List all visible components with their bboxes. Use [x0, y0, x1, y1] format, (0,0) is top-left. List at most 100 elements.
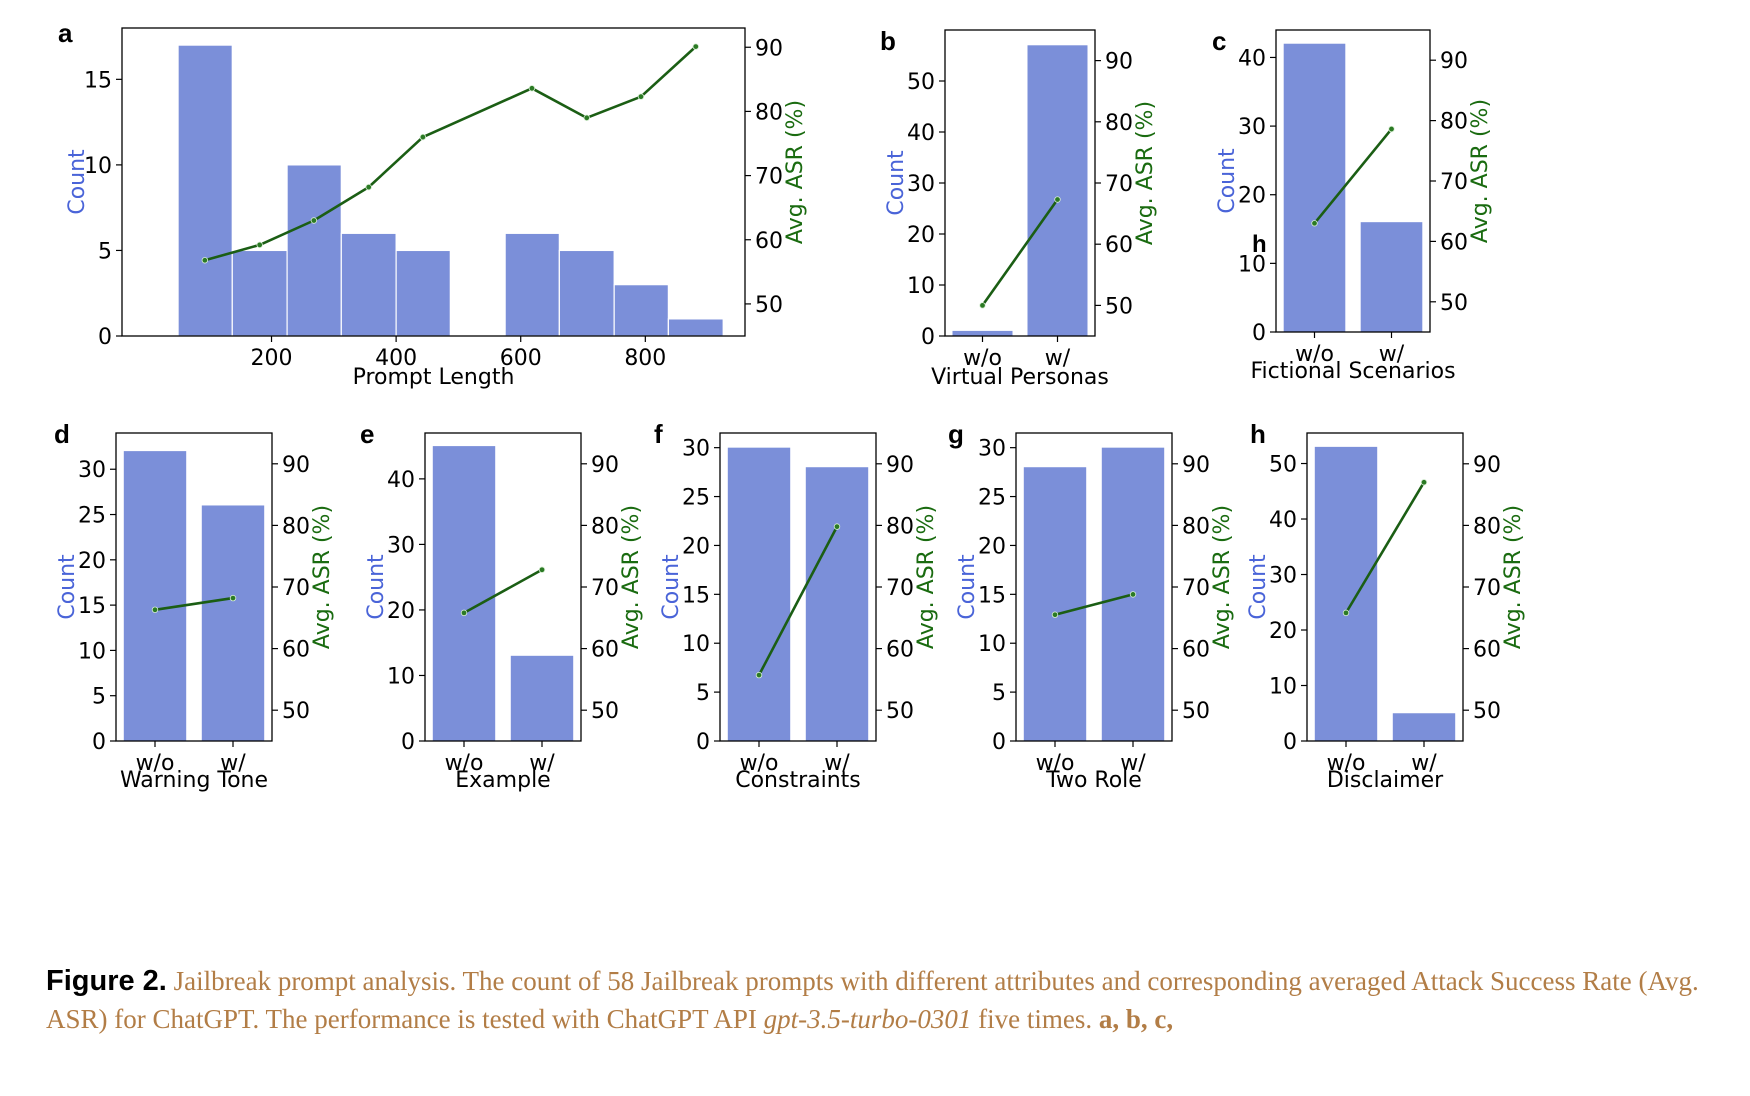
histogram-bar: [558, 249, 615, 337]
y-right-axis-label: Avg. ASR (%): [783, 100, 808, 244]
y-left-tick-label: 20: [907, 223, 935, 248]
y-left-tick-label: 25: [978, 486, 1006, 511]
x-axis-label: Fictional Scenarios: [1250, 359, 1455, 384]
asr-point: [201, 257, 209, 264]
x-tick-label: 200: [251, 346, 293, 371]
y-right-tick-label: 50: [1473, 699, 1501, 724]
y-left-axis-label: Count: [1215, 148, 1240, 214]
y-right-tick-label: 70: [1182, 576, 1210, 601]
x-tick-label: w/o: [1295, 342, 1334, 367]
y-right-tick-label: 90: [1105, 50, 1133, 75]
y-right-tick-label: 70: [1440, 170, 1468, 195]
y-left-tick-label: 10: [78, 639, 106, 664]
asr-point: [1054, 196, 1061, 203]
y-left-tick-label: 25: [78, 504, 106, 529]
asr-point: [979, 302, 986, 309]
y-right-tick-label: 80: [282, 514, 310, 539]
panel-h: 0 10 20 30 40 50 50 60 70 80 90 w/o w/Disclaimer Coun…: [1246, 419, 1526, 793]
x-tick-label: w/: [1045, 346, 1071, 371]
y-left-tick-label: 15: [84, 68, 112, 93]
asr-point: [310, 217, 318, 224]
y-right-tick-label: 90: [886, 453, 914, 478]
y-right-tick-label: 50: [1440, 291, 1468, 316]
y-left-tick-label: 30: [1269, 564, 1297, 589]
bar-wo: [727, 447, 791, 741]
y-right-tick-label: 80: [886, 514, 914, 539]
y-right-tick-label: 70: [1473, 576, 1501, 601]
y-right-axis-label: Avg. ASR (%): [619, 505, 644, 649]
y-left-tick-label: 25: [682, 486, 710, 511]
panel-f: 0 5 10 15 20 25 30 50 60 70 80 90 w/o w/Constraints Co…: [654, 419, 939, 793]
y-left-tick-label: 40: [1269, 508, 1297, 533]
y-right-tick-label: 80: [1473, 514, 1501, 539]
y-left-tick-label: 20: [978, 534, 1006, 559]
y-left-tick-label: 20: [78, 549, 106, 574]
asr-line: [1344, 481, 1426, 614]
y-left-tick-label: 30: [1238, 115, 1266, 140]
y-left-tick-label: 50: [1269, 453, 1297, 478]
panel-b: 0 10 20 30 40 50 50 60 70 80 90 w/o w/Virtual Person…: [880, 26, 1158, 390]
y-right-axis-label: Avg. ASR (%): [1501, 505, 1526, 649]
y-right-tick-label: 60: [591, 638, 619, 663]
y-right-tick-label: 50: [1105, 294, 1133, 319]
histogram-bar: [613, 284, 669, 337]
y-right-tick-label: 50: [886, 699, 914, 724]
x-tick-label: 800: [624, 346, 666, 371]
y-left-tick-label: 0: [992, 730, 1006, 755]
y-right-tick-label: 60: [1182, 638, 1210, 663]
y-right-tick-label: 80: [591, 514, 619, 539]
y-left-tick-label: 0: [1283, 730, 1297, 755]
panel-a: 0 5 10 15 50 60 70 80 90 200 400 600 800 Prompt Lengt…: [58, 18, 808, 390]
y-left-tick-label: 20: [1238, 184, 1266, 209]
asr-line: [1313, 128, 1393, 225]
x-tick-label: w/o: [1036, 751, 1075, 776]
x-tick-label: w/: [529, 751, 555, 776]
x-tick-label: w/o: [963, 346, 1002, 371]
x-tick-label: w/: [1411, 751, 1437, 776]
y-left-tick-label: 10: [84, 154, 112, 179]
y-left-tick-label: 0: [98, 325, 112, 350]
y-left-tick-label: 0: [1252, 321, 1266, 346]
y-right-tick-label: 50: [591, 699, 619, 724]
y-left-tick-label: 0: [92, 730, 106, 755]
asr-point: [1342, 609, 1350, 617]
y-left-tick-label: 30: [907, 172, 935, 197]
overlapping-panel-label: h: [1252, 231, 1267, 258]
panel-d: 0 5 10 15 20 25 30 50 60 70 80 90 w/o w/Warning Tone C…: [54, 419, 335, 793]
histogram-bar: [667, 318, 724, 337]
y-left-tick-label: 30: [387, 533, 415, 558]
y-left-axis-label: Count: [1246, 554, 1271, 620]
histogram-bar: [286, 164, 342, 337]
y-left-tick-label: 20: [1269, 619, 1297, 644]
y-right-tick-label: 90: [1182, 453, 1210, 478]
y-right-tick-label: 70: [591, 576, 619, 601]
y-left-axis-label: Count: [955, 554, 980, 620]
panel-label: e: [360, 419, 374, 449]
bar-w: [1360, 222, 1423, 332]
y-right-axis-label: Avg. ASR (%): [1468, 99, 1493, 243]
y-left-tick-label: 40: [907, 121, 935, 146]
y-right-axis-label: Avg. ASR (%): [914, 505, 939, 649]
y-right-axis-label: Avg. ASR (%): [1133, 101, 1158, 245]
asr-line: [204, 45, 697, 262]
bar-wo: [1023, 467, 1087, 741]
y-left-tick-label: 0: [921, 325, 935, 350]
histogram-bar: [231, 249, 288, 337]
asr-point: [833, 523, 841, 530]
y-left-tick-label: 5: [92, 685, 106, 710]
y-right-tick-label: 70: [886, 576, 914, 601]
panel-label: c: [1212, 26, 1226, 56]
y-right-tick-label: 60: [1473, 638, 1501, 663]
x-tick-label: w/: [1120, 751, 1146, 776]
asr-point: [1129, 591, 1137, 598]
x-tick-label: w/o: [136, 751, 175, 776]
caption-text-tail: five times.: [971, 1004, 1099, 1034]
y-left-tick-label: 30: [682, 437, 710, 462]
asr-line: [1054, 593, 1134, 616]
bar-wo: [1283, 43, 1346, 333]
panel-label: f: [654, 419, 663, 449]
y-left-tick-label: 5: [696, 681, 710, 706]
asr-point: [528, 85, 536, 92]
y-left-tick-label: 5: [992, 681, 1006, 706]
